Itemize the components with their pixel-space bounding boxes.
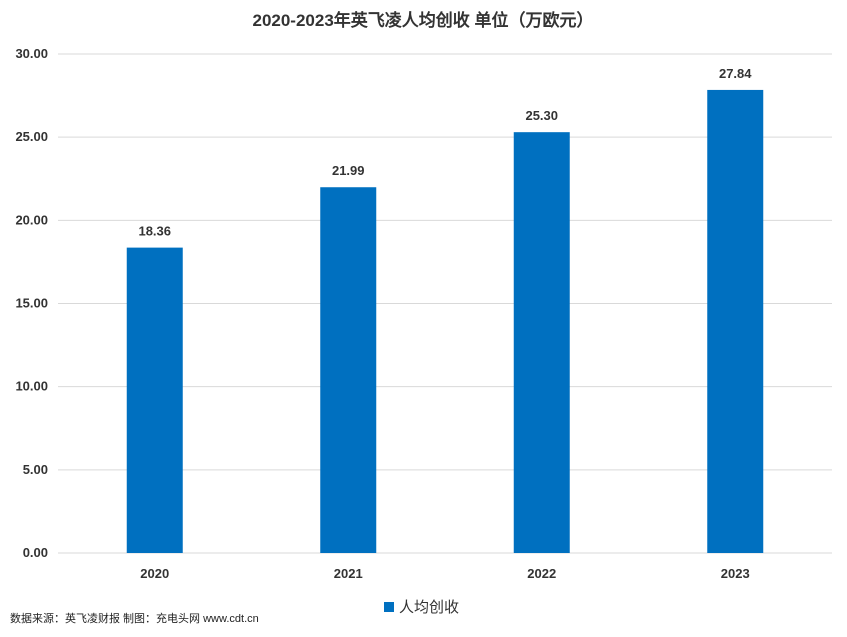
y-tick-label: 10.00 xyxy=(15,379,48,394)
y-tick-label: 30.00 xyxy=(15,46,48,61)
data-labels: 18.36 21.99 25.30 27.84 xyxy=(138,66,752,239)
legend-label: 人均创收 xyxy=(399,599,459,616)
bar xyxy=(513,132,570,553)
data-label: 27.84 xyxy=(719,66,752,81)
x-axis-ticks: 2020 2021 2022 2023 xyxy=(140,566,749,581)
gridlines xyxy=(58,53,832,554)
bar xyxy=(320,187,377,553)
bar xyxy=(707,89,764,553)
data-label: 21.99 xyxy=(332,163,365,178)
y-tick-label: 5.00 xyxy=(23,462,48,477)
x-tick-label: 2020 xyxy=(140,566,169,581)
bars xyxy=(126,89,764,553)
y-tick-label: 25.00 xyxy=(15,129,48,144)
y-tick-label: 20.00 xyxy=(15,212,48,227)
y-tick-label: 15.00 xyxy=(15,296,48,311)
legend: 人均创收 xyxy=(384,599,459,616)
source-note: 数据来源：英飞凌财报 制图：充电头网 www.cdt.cn xyxy=(10,611,259,625)
x-tick-label: 2023 xyxy=(721,566,750,581)
bar xyxy=(126,247,183,553)
data-label: 25.30 xyxy=(525,108,558,123)
y-axis-ticks: 0.00 5.00 10.00 15.00 20.00 25.00 30.00 xyxy=(15,46,48,560)
chart-title: 2020-2023年英飞凌人均创收 单位（万欧元） xyxy=(252,10,593,30)
x-tick-label: 2022 xyxy=(527,566,556,581)
legend-swatch xyxy=(384,602,394,612)
y-tick-label: 0.00 xyxy=(23,545,48,560)
x-tick-label: 2021 xyxy=(334,566,363,581)
data-label: 18.36 xyxy=(138,224,171,239)
